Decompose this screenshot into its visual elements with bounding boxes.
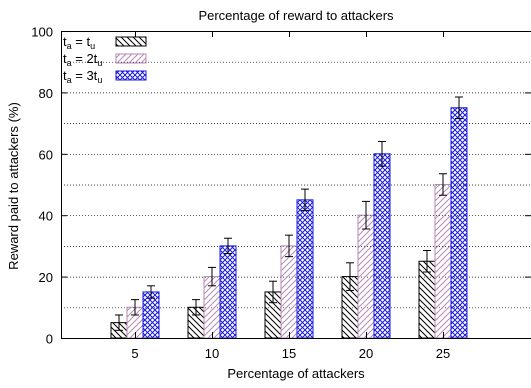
x-tick-label: 10 [205, 346, 219, 361]
y-axis-label: Reward paid to attackers (%) [6, 102, 21, 270]
x-tick-label: 25 [436, 346, 450, 361]
bar [357, 214, 375, 339]
legend-swatch [115, 53, 147, 64]
y-tick-label: 80 [39, 86, 53, 101]
error-bars-group [115, 96, 463, 331]
x-tick-label: 5 [131, 346, 138, 361]
y-tick-label: 20 [39, 270, 53, 285]
bar [142, 291, 160, 339]
bar [418, 260, 436, 339]
bar [434, 184, 452, 339]
y-tick-label: 40 [39, 209, 53, 224]
bar [373, 153, 391, 339]
bar [296, 199, 314, 339]
y-tick-label: 0 [46, 332, 53, 347]
y-tick-label: 100 [31, 25, 53, 40]
y-tick-label: 60 [39, 147, 53, 162]
bars-group [110, 107, 468, 339]
chart-title: Percentage of reward to attackers [198, 8, 394, 23]
bar [219, 245, 237, 339]
x-axis-label: Percentage of attackers [227, 366, 365, 381]
legend-label: ta = 3tu [63, 68, 102, 85]
legend-label: ta = 2tu [63, 51, 102, 68]
legend-label: ta = tu [63, 34, 95, 51]
x-tick-label: 20 [359, 346, 373, 361]
bar [280, 245, 298, 339]
axes-group: 0 20 40 60 80 100 5 10 15 20 25 [31, 25, 531, 361]
x-tick-label: 15 [282, 346, 296, 361]
legend-swatch [115, 36, 147, 47]
bar [450, 107, 468, 339]
legend-swatch [115, 70, 147, 81]
